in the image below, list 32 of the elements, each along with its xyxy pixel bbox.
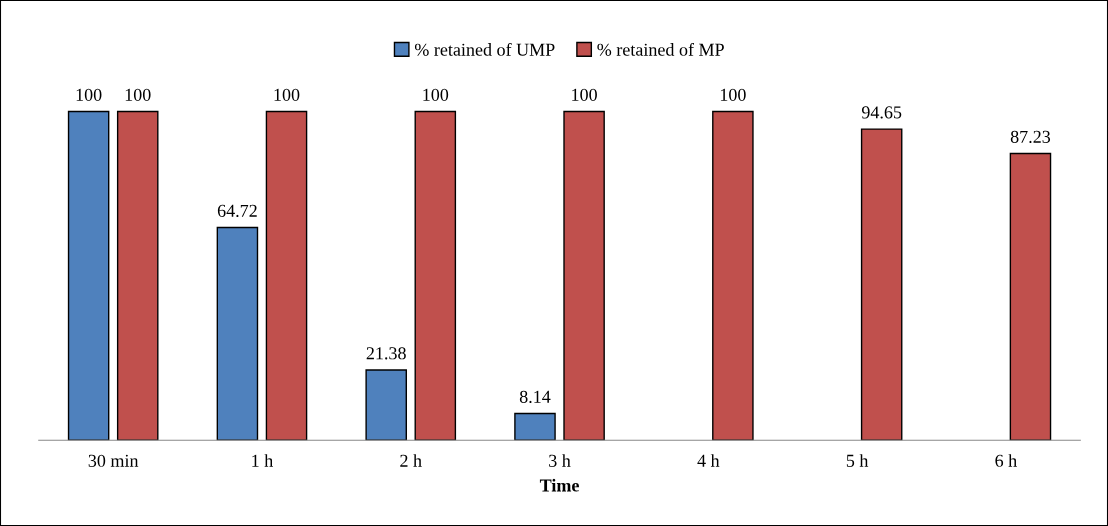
legend-label: % retained of MP [597,42,724,56]
data-label: 100 [720,88,746,101]
data-label: 100 [274,88,300,101]
legend-label: % retained of UMP [414,42,555,56]
bar [514,412,556,441]
data-label: 100 [423,88,449,101]
x-tick-label: 6 h [995,454,1017,467]
bar [216,226,259,441]
x-axis-title: Time [539,478,579,492]
bar [1009,152,1052,441]
bar [116,110,159,441]
bar [265,110,308,441]
bar [563,110,605,441]
data-label: 94.65 [861,106,902,119]
x-tick-label: 4 h [697,454,720,467]
data-label: 87.23 [1010,130,1051,143]
bar [67,110,110,441]
data-label: 100 [572,88,597,101]
data-label: 21.38 [366,347,406,360]
bar [414,110,457,441]
bar [712,110,754,441]
x-tick-label: 5 h [846,454,869,467]
x-tick-label: 2 h [400,454,422,467]
bar [860,128,903,441]
data-label: 100 [76,88,102,101]
x-tick-label: 30 min [88,454,139,467]
data-label: 8.14 [519,390,551,403]
x-tick-label: 1 h [252,454,274,467]
bar [365,369,407,441]
x-tick-label: 3 h [549,454,571,467]
data-label: 64.72 [217,204,257,217]
data-label: 100 [125,88,151,101]
